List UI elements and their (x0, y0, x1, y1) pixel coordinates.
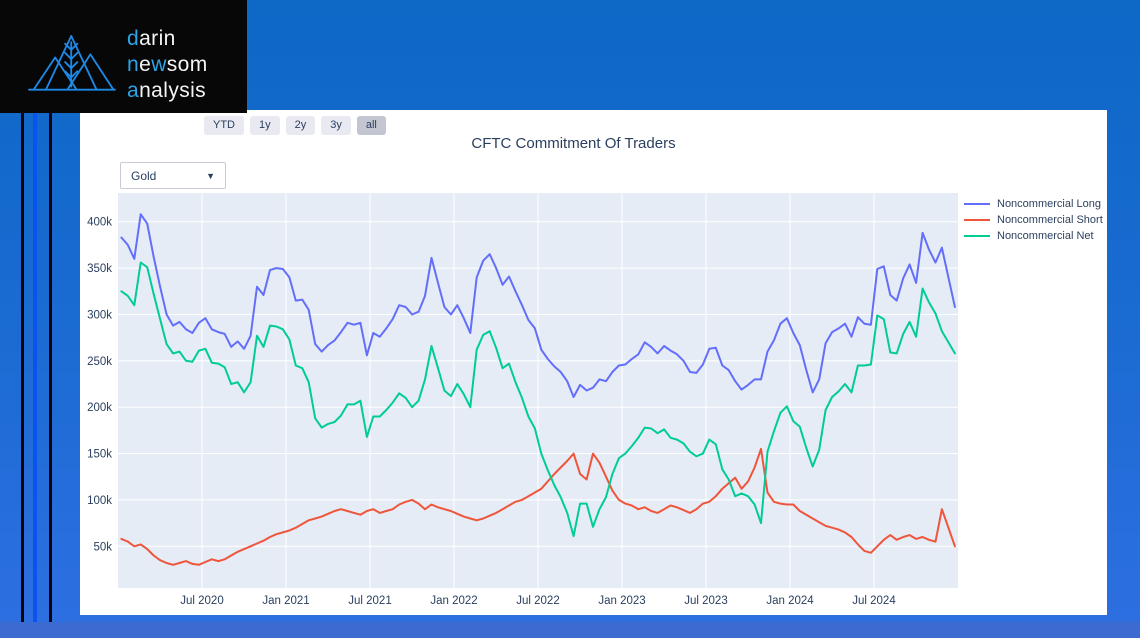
dna-logo: darin newsom analysis (0, 0, 247, 113)
commodity-select-value: Gold (131, 168, 157, 183)
chart-title: CFTC Commitment Of Traders (471, 135, 676, 152)
legend-swatch-net (964, 235, 990, 237)
series-line-noncommercial-net (120, 261, 956, 538)
y-tick-label: 250k (87, 356, 112, 368)
y-tick-label: 150k (87, 449, 112, 461)
chart-card: Jul 2020 Jan 2021 Jul 2021 Jan 2022 Jul 2022… (80, 110, 1107, 615)
logo-word-analysis: analysis (127, 79, 207, 102)
x-tick-label: Jan 2024 (766, 595, 814, 607)
chevron-down-icon: ▼ (206, 170, 215, 181)
decor-stripe-black-right (49, 0, 52, 638)
x-tick-label: Jul 2024 (852, 595, 896, 607)
range-selector: YTD 1y 2y 3y all (204, 116, 386, 135)
y-tick-label: 100k (87, 495, 112, 507)
legend-swatch-short (964, 219, 990, 221)
x-tick-label: Jan 2022 (430, 595, 477, 607)
y-tick-label: 300k (87, 309, 112, 321)
range-button-ytd[interactable]: YTD (204, 116, 244, 135)
y-tick-label: 200k (87, 402, 112, 414)
logo-mountains-wheat-icon (28, 35, 116, 91)
logo-word-darin: darin (127, 27, 176, 50)
legend-item-noncommercial-net[interactable]: Noncommercial Net (964, 228, 1103, 244)
legend-item-noncommercial-long[interactable]: Noncommercial Long (964, 196, 1103, 212)
legend-item-noncommercial-short[interactable]: Noncommercial Short (964, 212, 1103, 228)
series-line-noncommercial-long (120, 213, 956, 398)
logo-word-newsom: newsom (127, 53, 208, 76)
chart-legend: Noncommercial Long Noncommercial Short N… (964, 196, 1103, 244)
decor-stripe-blue (33, 0, 37, 638)
x-tick-label: Jul 2022 (516, 595, 559, 607)
x-tick-label: Jul 2021 (348, 595, 391, 607)
x-tick-label: Jul 2020 (180, 595, 223, 607)
y-tick-label: 50k (93, 541, 112, 553)
y-tick-label: 350k (87, 263, 112, 275)
y-tick-label: 400k (87, 217, 112, 229)
decor-stripe-black-left (21, 0, 24, 638)
x-tick-label: Jan 2023 (598, 595, 645, 607)
logo-wordmark: darin newsom analysis (127, 26, 208, 104)
range-button-all[interactable]: all (356, 116, 386, 135)
legend-swatch-long (964, 203, 990, 205)
x-tick-label: Jul 2023 (684, 595, 727, 607)
footer-band (0, 622, 1140, 638)
series-line-noncommercial-short (120, 447, 956, 566)
range-button-3y[interactable]: 3y (321, 116, 351, 135)
range-button-1y[interactable]: 1y (250, 116, 280, 135)
commodity-select[interactable]: Gold ▼ (120, 162, 226, 189)
x-tick-label: Jan 2021 (262, 595, 309, 607)
cot-plot-area[interactable]: Jul 2020 Jan 2021 Jul 2021 Jan 2022 Jul 2022… (80, 110, 1107, 615)
range-button-2y[interactable]: 2y (285, 116, 316, 135)
